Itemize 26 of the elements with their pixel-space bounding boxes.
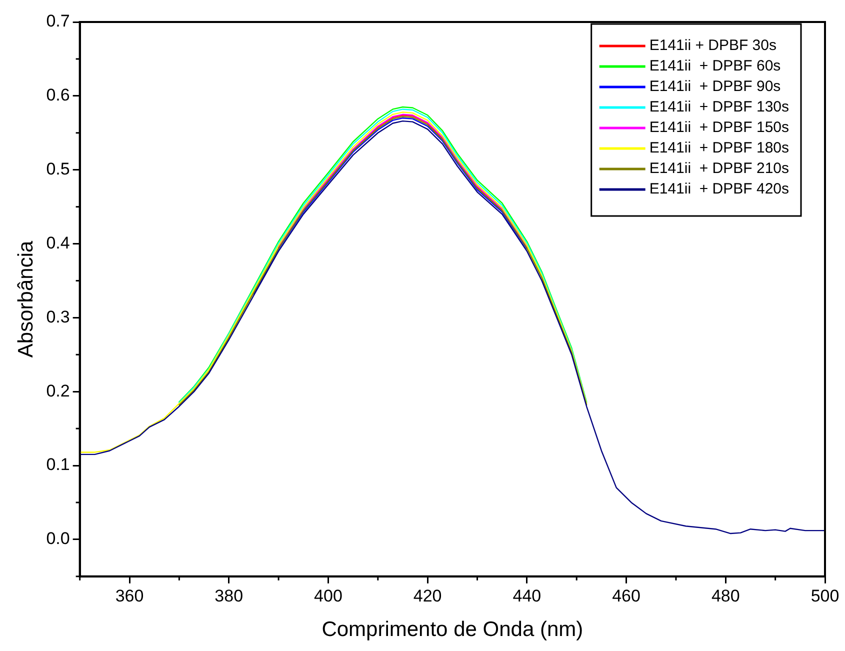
legend-label: E141ii + DPBF 210s bbox=[649, 160, 790, 178]
x-tick-label: 400 bbox=[314, 586, 342, 606]
x-tick-label: 440 bbox=[512, 586, 542, 606]
y-tick-label: 0.0 bbox=[46, 529, 70, 548]
x-tick-label: 480 bbox=[711, 586, 740, 606]
x-tick-label: 420 bbox=[413, 586, 442, 606]
x-tick-label: 380 bbox=[214, 586, 244, 606]
x-tick-label: 460 bbox=[612, 586, 640, 606]
y-tick-label: 0.4 bbox=[46, 233, 70, 252]
y-axis-title: Absorbância bbox=[14, 240, 38, 358]
legend-label: E141ii + DPBF 30s bbox=[649, 37, 776, 54]
x-tick-label: 500 bbox=[810, 586, 840, 606]
legend-label: E141ii + DPBF 150s bbox=[649, 119, 790, 136]
y-tick-label: 0.7 bbox=[46, 12, 70, 31]
legend-label: E141ii + DPBF 90s bbox=[649, 78, 781, 96]
x-axis-title: Comprimento de Onda (nm) bbox=[322, 618, 584, 642]
y-tick-label: 0.2 bbox=[46, 381, 70, 400]
legend-label: E141ii + DPBF 180s bbox=[649, 140, 790, 157]
legend-label: E141ii + DPBF 60s bbox=[649, 58, 781, 75]
y-tick-label: 0.3 bbox=[46, 307, 70, 326]
y-tick-label: 0.1 bbox=[46, 455, 70, 474]
y-tick-label: 0.6 bbox=[46, 86, 70, 105]
y-tick-label: 0.5 bbox=[46, 160, 70, 179]
legend-label: E141ii + DPBF 420s bbox=[649, 180, 790, 198]
x-tick-label: 360 bbox=[115, 586, 144, 606]
legend-label: E141ii + DPBF 130s bbox=[649, 98, 790, 116]
